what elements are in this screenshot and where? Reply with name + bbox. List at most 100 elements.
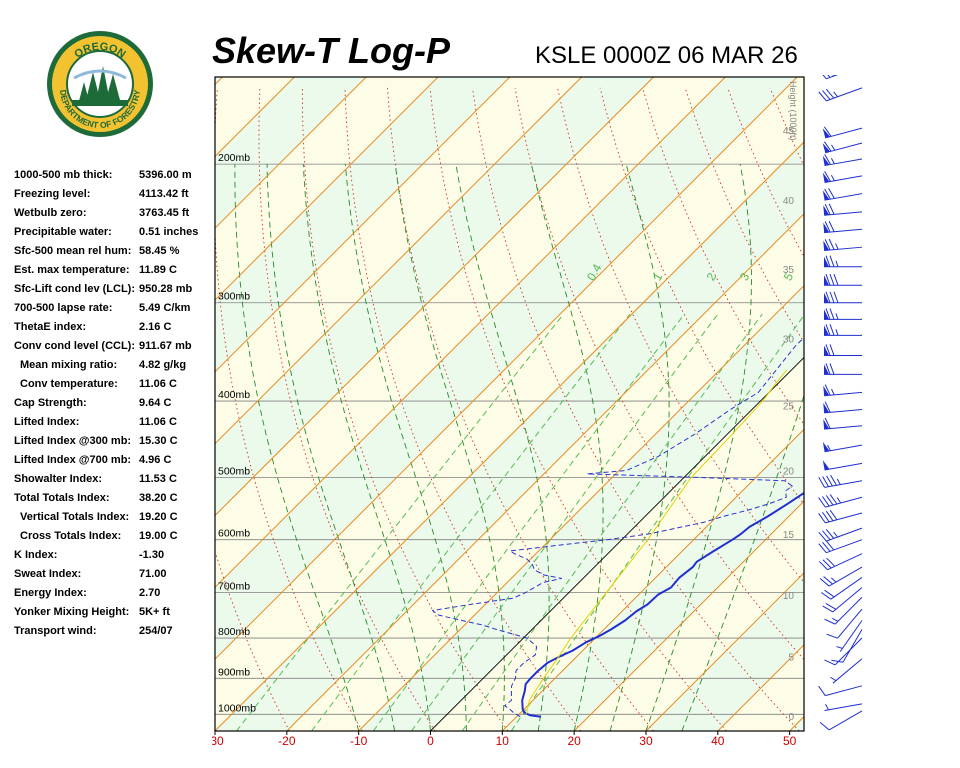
plot-frame <box>214 76 805 732</box>
wind-barb <box>819 566 863 587</box>
height-tick-label: 20 <box>783 466 795 477</box>
index-value: 3763.45 ft <box>139 207 190 219</box>
wind-barb <box>824 324 862 336</box>
temperature-line <box>521 491 804 718</box>
wind-barb <box>818 75 863 80</box>
index-value: 58.45 % <box>139 245 180 257</box>
wind-barb <box>822 154 863 167</box>
index-value: 11.53 C <box>139 473 177 485</box>
wind-barb <box>823 238 863 251</box>
height-tick-label: 10 <box>783 591 795 602</box>
wind-barb <box>824 291 862 304</box>
wind-barb <box>824 596 863 625</box>
svg-text:OREGON: OREGON <box>72 41 127 61</box>
wind-barb <box>822 171 863 183</box>
isotherm-line <box>645 572 804 731</box>
index-label: Transport wind: <box>14 625 97 637</box>
index-label: Lifted Index @700 mb: <box>14 454 132 466</box>
wind-barb <box>820 577 863 600</box>
height-axis-label: Height (1000ft) <box>788 81 798 141</box>
tree-icon <box>72 66 128 106</box>
pressure-label: 800mb <box>218 626 250 638</box>
moist-adiabat <box>234 164 360 731</box>
height-tick-label: 30 <box>783 334 795 345</box>
wind-barb <box>822 587 863 613</box>
index-value: -1.30 <box>139 549 165 561</box>
height-tick-label: 15 <box>783 530 795 541</box>
isotherm-line <box>501 428 804 731</box>
index-value: 254/07 <box>139 625 173 637</box>
index-label: ThetaE index: <box>14 321 87 333</box>
moist-adiabat <box>530 163 604 731</box>
wind-barb <box>818 87 863 102</box>
x-tick-label: -10 <box>350 734 368 748</box>
wind-barb <box>824 363 862 375</box>
wind-barb <box>824 255 862 268</box>
index-value: 4113.42 ft <box>139 188 189 200</box>
index-value: 4.82 g/kg <box>139 359 187 371</box>
index-value: 911.67 mb <box>139 340 192 352</box>
mixing-ratio-line <box>372 313 685 731</box>
wind-barb <box>818 494 863 508</box>
skew-t-diagram: 0.4123581000mb 900mb 800mb 700mb 600mb 500mb 4… <box>212 76 805 748</box>
wind-barb <box>824 344 862 356</box>
wind-barb <box>823 401 863 414</box>
pressure-label: 1000mb <box>218 702 256 714</box>
index-value: 11.89 C <box>139 264 177 276</box>
dry-adiabat <box>215 87 363 731</box>
wind-barb <box>824 637 863 666</box>
moist-adiabat <box>394 164 505 731</box>
index-value: 11.06 C <box>139 378 177 390</box>
isotherm-line <box>573 500 804 731</box>
oregon-dept-forestry-logo: OREGON DEPARTMENT OF FORESTRY <box>47 31 153 137</box>
index-label: Total Totals Index: <box>14 492 110 504</box>
index-label: Sfc-500 mean rel hum: <box>14 245 132 257</box>
dry-adiabat <box>684 87 804 343</box>
wind-barb <box>836 620 863 652</box>
height-tick-label: 25 <box>783 401 795 412</box>
isotherm-line <box>215 77 583 445</box>
x-tick-label: 10 <box>496 734 510 748</box>
index-label: Lifted Index @300 mb: <box>14 435 132 447</box>
plot-area: 0.412358 <box>215 77 804 731</box>
wind-barb <box>823 384 863 397</box>
x-tick-label: 0 <box>427 734 434 748</box>
isotherm-band <box>215 77 223 85</box>
wind-barb <box>823 417 863 430</box>
zero-isotherm <box>430 356 804 731</box>
height-tick-label: 5 <box>788 653 794 664</box>
index-label: Freezing level: <box>14 188 91 200</box>
index-label: Sfc-Lift cond lev (LCL): <box>14 283 135 295</box>
station-time-label: KSLE 0000Z 06 MAR 26 <box>535 42 798 69</box>
moist-adiabat <box>681 393 804 731</box>
wind-barb <box>818 509 863 524</box>
index-value: 71.00 <box>139 568 167 580</box>
logo-top-text: OREGON <box>72 41 127 61</box>
index-label: Vertical Totals Index: <box>20 511 130 523</box>
pressure-label: 600mb <box>218 528 250 540</box>
index-value: 9.64 C <box>139 397 172 409</box>
wind-barb <box>830 658 863 684</box>
index-label: Sweat Index: <box>14 568 82 580</box>
x-tick-label: 20 <box>567 734 581 748</box>
moist-adiabat <box>266 164 396 731</box>
index-value: 0.51 inches <box>139 226 199 238</box>
index-label: Conv temperature: <box>20 378 118 390</box>
index-value: 2.70 <box>139 587 161 599</box>
index-value: 38.20 C <box>139 492 178 504</box>
chart-title: Skew-T Log-P <box>212 30 451 71</box>
wind-barb <box>824 308 862 320</box>
wind-barb <box>822 141 863 154</box>
height-tick-label: 40 <box>783 196 795 207</box>
moist-adiabat <box>455 164 550 731</box>
wind-barb <box>826 608 863 639</box>
pressure-label: 500mb <box>218 465 250 477</box>
index-label: Showalter Index: <box>14 473 103 485</box>
index-label: Est. max temperature: <box>14 264 130 276</box>
pressure-label: 900mb <box>218 666 250 678</box>
index-label: Conv cond level (CCL): <box>14 340 136 352</box>
x-axis: -30 -20 -10 0 10 20 30 40 50 <box>212 731 797 748</box>
isotherm-line <box>215 77 367 229</box>
wind-barb <box>822 460 863 471</box>
wind-barb-column <box>818 75 863 731</box>
